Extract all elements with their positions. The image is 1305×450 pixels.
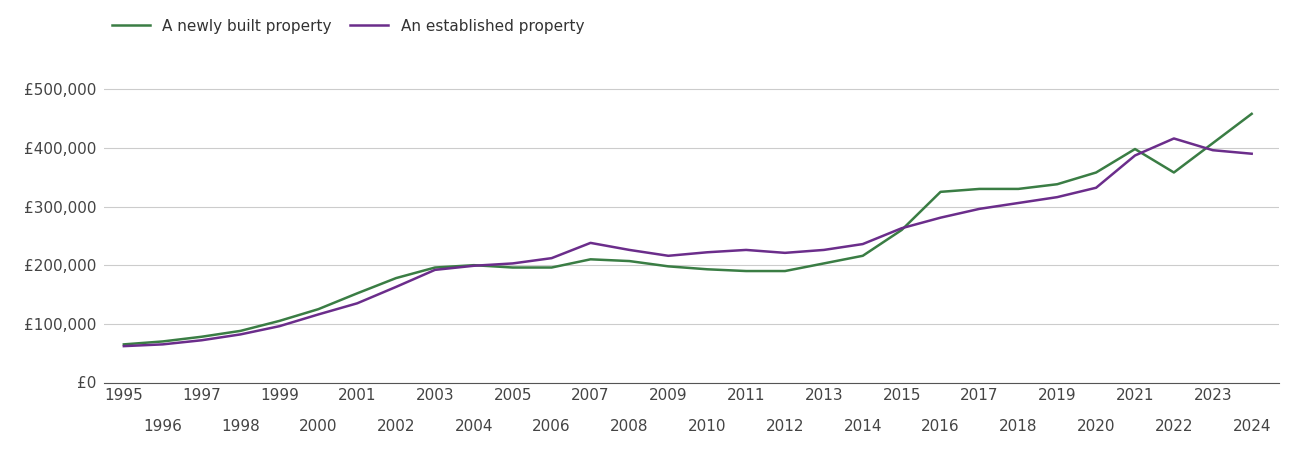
A newly built property [389, 275, 405, 281]
A newly built property [894, 227, 910, 233]
A newly built property [583, 256, 599, 262]
Line: A newly built property: A newly built property [124, 114, 1251, 344]
A newly built property [972, 186, 988, 192]
An established property [1244, 151, 1259, 157]
An established property [155, 342, 171, 347]
A newly built property [660, 264, 676, 269]
An established property [1049, 194, 1065, 200]
A newly built property [350, 291, 365, 296]
An established property [621, 247, 637, 252]
An established property [739, 247, 754, 252]
A newly built property [816, 261, 831, 266]
An established property [427, 267, 442, 273]
An established property [544, 256, 560, 261]
A newly built property [232, 328, 248, 333]
A newly built property [739, 268, 754, 274]
A newly built property [1049, 181, 1065, 187]
A newly built property [1167, 170, 1182, 175]
An established property [1167, 136, 1182, 141]
An established property [894, 225, 910, 231]
A newly built property [1205, 140, 1220, 146]
A newly built property [1244, 111, 1259, 117]
An established property [816, 247, 831, 252]
An established property [232, 332, 248, 337]
An established property [505, 261, 521, 266]
An established property [1088, 185, 1104, 190]
A newly built property [855, 253, 870, 258]
An established property [660, 253, 676, 258]
An established property [350, 301, 365, 306]
An established property [1128, 153, 1143, 158]
An established property [1205, 148, 1220, 153]
A newly built property [466, 262, 482, 268]
A newly built property [621, 258, 637, 264]
A newly built property [933, 189, 949, 194]
An established property [1010, 200, 1026, 206]
A newly built property [699, 266, 715, 272]
A newly built property [1128, 146, 1143, 152]
A newly built property [271, 318, 287, 324]
An established property [389, 284, 405, 290]
An established property [699, 250, 715, 255]
A newly built property [778, 268, 793, 274]
A newly built property [194, 334, 210, 339]
An established property [583, 240, 599, 246]
An established property [933, 215, 949, 220]
A newly built property [544, 265, 560, 270]
Line: An established property: An established property [124, 139, 1251, 346]
A newly built property [427, 265, 442, 270]
A newly built property [1010, 186, 1026, 192]
An established property [271, 324, 287, 329]
An established property [466, 263, 482, 269]
An established property [194, 338, 210, 343]
An established property [116, 343, 132, 349]
A newly built property [155, 339, 171, 344]
An established property [855, 241, 870, 247]
Legend: A newly built property, An established property: A newly built property, An established p… [112, 19, 585, 34]
A newly built property [311, 306, 326, 312]
An established property [972, 206, 988, 211]
An established property [311, 312, 326, 317]
A newly built property [505, 265, 521, 270]
An established property [778, 250, 793, 256]
A newly built property [1088, 170, 1104, 175]
A newly built property [116, 342, 132, 347]
